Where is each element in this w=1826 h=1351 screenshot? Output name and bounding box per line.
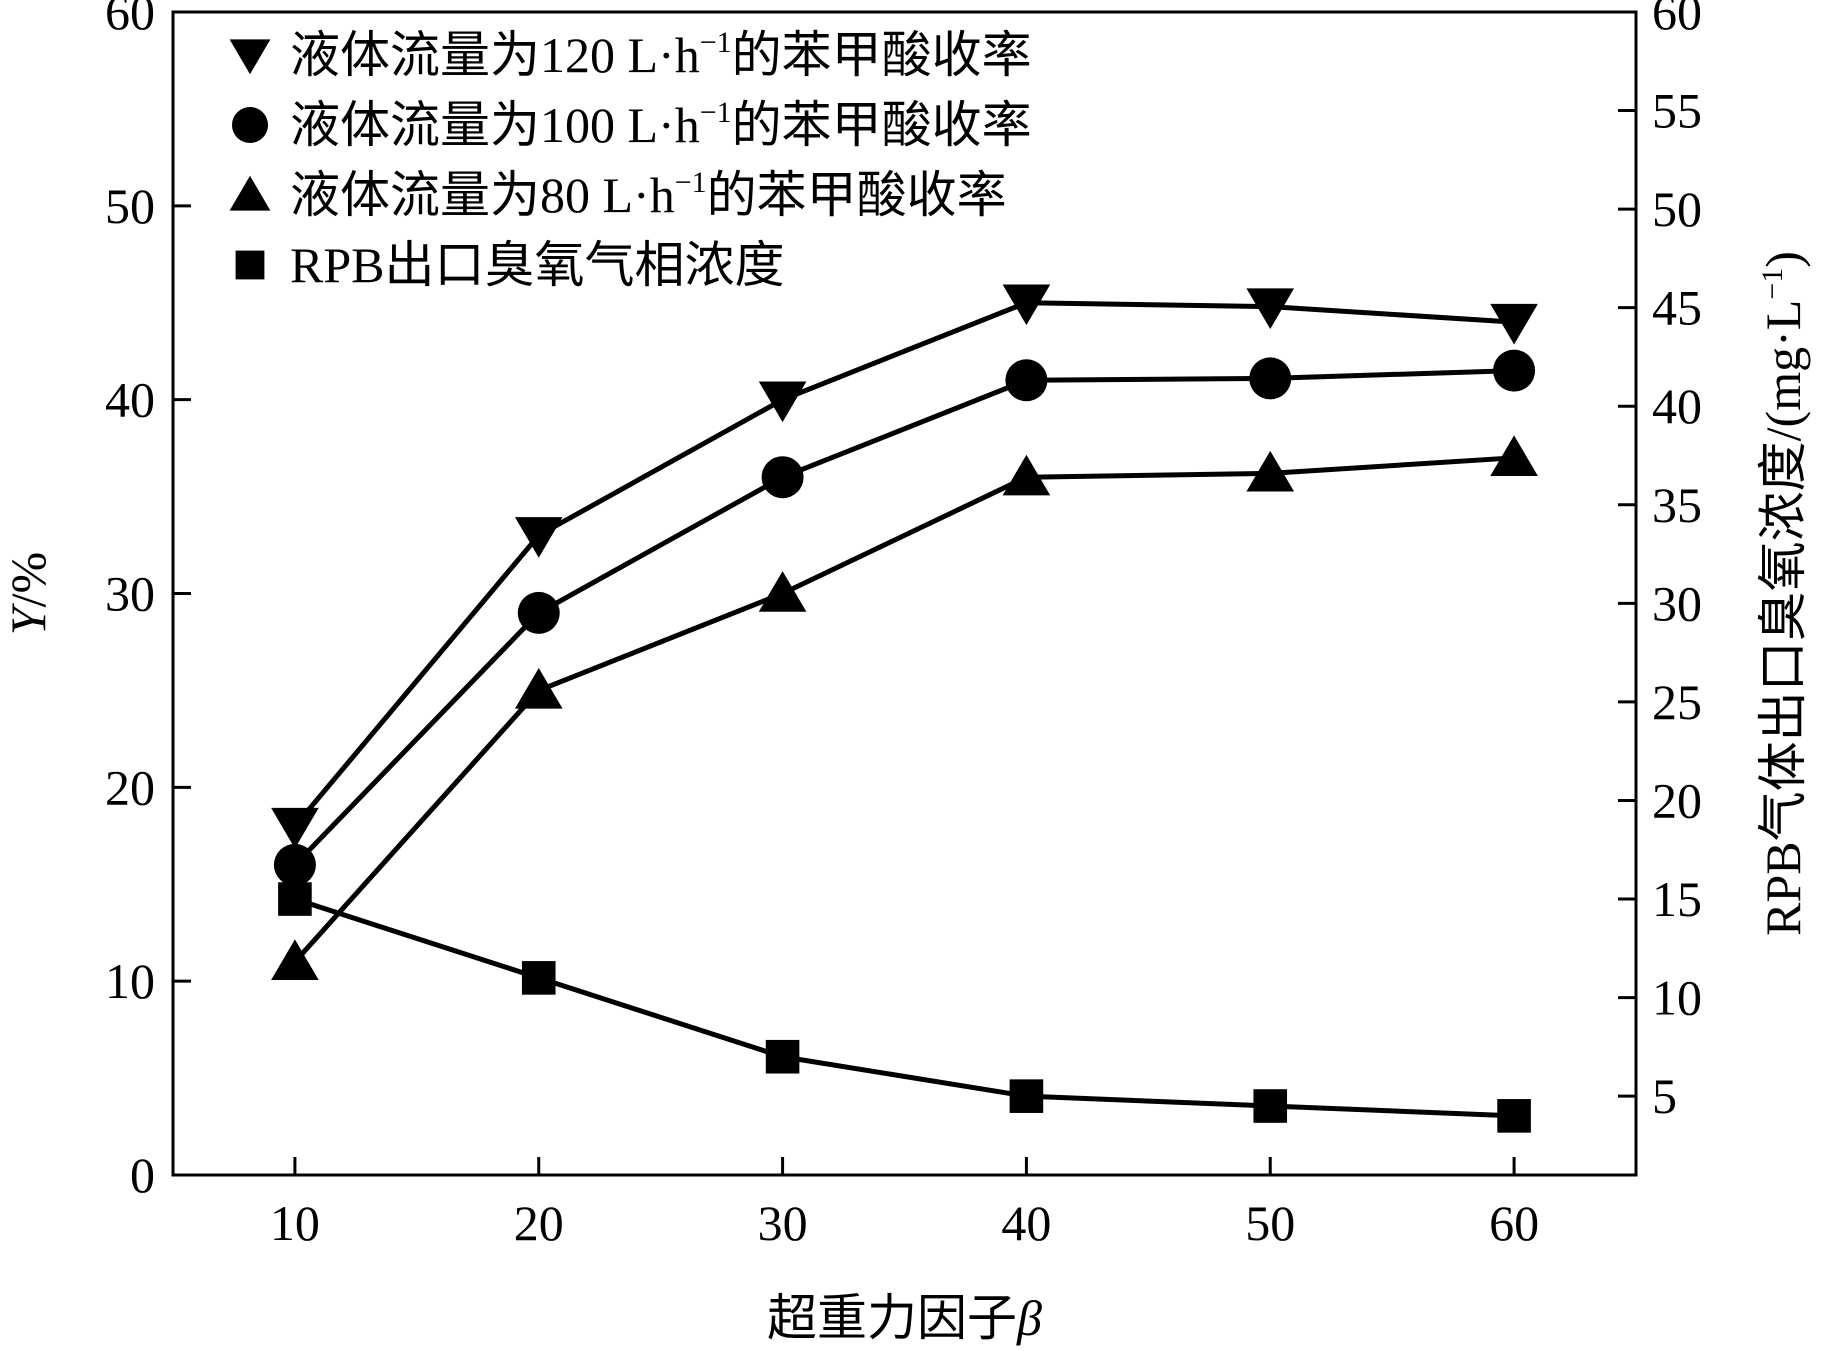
data-point	[514, 517, 563, 558]
series-line	[293, 455, 1515, 964]
data-point	[1490, 435, 1538, 477]
data-point	[1497, 1099, 1531, 1133]
data-point	[765, 1039, 800, 1074]
y-right-tick-label: 35	[1652, 477, 1702, 533]
y-right-tick-label: 40	[1652, 378, 1702, 434]
data-point	[271, 807, 319, 849]
series-line	[293, 300, 1515, 828]
y-left-tick-label: 20	[105, 759, 155, 815]
series-line	[293, 368, 1515, 867]
legend-item: RPB出口臭氧气相浓度	[235, 237, 785, 293]
y-right-tick-label: 25	[1652, 674, 1702, 730]
legend-marker	[232, 107, 268, 143]
data-point	[1009, 1079, 1044, 1113]
right-axis: 5 10 15 20 25 30 35 40 45 50 55 60	[1618, 0, 1702, 1124]
x-tick-label: 50	[1245, 1195, 1295, 1251]
y-right-tick-label: 55	[1652, 83, 1702, 139]
legend-marker	[229, 175, 271, 211]
y-right-tick-label: 30	[1652, 575, 1702, 631]
data-point	[273, 843, 316, 886]
data-point	[1002, 284, 1051, 326]
y-right-tick-label: 60	[1652, 0, 1702, 40]
y-right-tick-label: 45	[1652, 280, 1702, 336]
data-point	[514, 668, 563, 709]
y-left-tick-label: 50	[105, 178, 155, 234]
data-point	[1249, 357, 1292, 400]
data-point	[1002, 454, 1051, 496]
legend-item: 液体流量为120 L·h−1的苯甲酸收率	[229, 26, 1032, 83]
y-left-tick-label: 60	[105, 0, 155, 40]
data-point	[758, 381, 807, 423]
legend-item: 液体流量为100 L·h−1的苯甲酸收率	[232, 96, 1032, 153]
data-point	[1246, 288, 1295, 330]
series-3	[271, 435, 1538, 980]
x-tick-label: 40	[1001, 1195, 1051, 1251]
data-point	[1246, 450, 1295, 492]
legend-marker	[229, 39, 271, 75]
series-4	[278, 882, 1531, 1133]
y-right-tick-label: 5	[1652, 1068, 1677, 1124]
y-axis-left-title: Y/%	[0, 552, 56, 635]
legend-label: RPB出口臭氧气相浓度	[290, 237, 785, 293]
legend-label: 液体流量为120 L·h−1的苯甲酸收率	[290, 26, 1032, 83]
y-right-tick-label: 10	[1652, 970, 1702, 1026]
y-left-tick-label: 30	[105, 566, 155, 622]
y-right-tick-label: 15	[1652, 871, 1702, 927]
series-line	[294, 896, 1515, 1119]
x-tick-label: 30	[758, 1195, 808, 1251]
data-point	[761, 456, 804, 499]
y-left-tick-label: 40	[105, 372, 155, 428]
data-point	[1005, 359, 1048, 402]
series-layer	[271, 284, 1538, 1133]
data-point	[271, 939, 319, 980]
x-tick-label: 10	[270, 1195, 320, 1251]
x-axis: 10 20 30 40 50 60	[270, 1157, 1539, 1251]
data-point	[1493, 349, 1536, 392]
data-point	[517, 591, 560, 634]
data-point	[521, 961, 556, 995]
y-left-tick-label: 0	[130, 1147, 155, 1203]
legend-label: 液体流量为100 L·h−1的苯甲酸收率	[290, 96, 1032, 153]
y-right-tick-label: 20	[1652, 772, 1702, 828]
x-tick-label: 20	[514, 1195, 564, 1251]
data-point	[1490, 303, 1538, 345]
legend-marker	[235, 250, 265, 280]
x-tick-label: 60	[1489, 1195, 1539, 1251]
series-1	[271, 284, 1538, 849]
left-axis: 0 10 20 30 40 50 60	[105, 0, 191, 1203]
legend-item: 液体流量为80 L·h−1的苯甲酸收率	[229, 166, 1007, 223]
data-point	[758, 571, 807, 612]
y-right-tick-label: 50	[1652, 181, 1702, 237]
x-axis-title: 超重力因子β	[767, 1290, 1042, 1346]
data-point	[1253, 1089, 1288, 1123]
y-axis-right-title: RPB气体出口臭氧浓度/(mg·L−1)	[1755, 251, 1811, 936]
legend-label: 液体流量为80 L·h−1的苯甲酸收率	[290, 166, 1007, 223]
series-2	[273, 349, 1536, 886]
y-left-tick-label: 10	[105, 953, 155, 1009]
data-point	[278, 882, 312, 916]
